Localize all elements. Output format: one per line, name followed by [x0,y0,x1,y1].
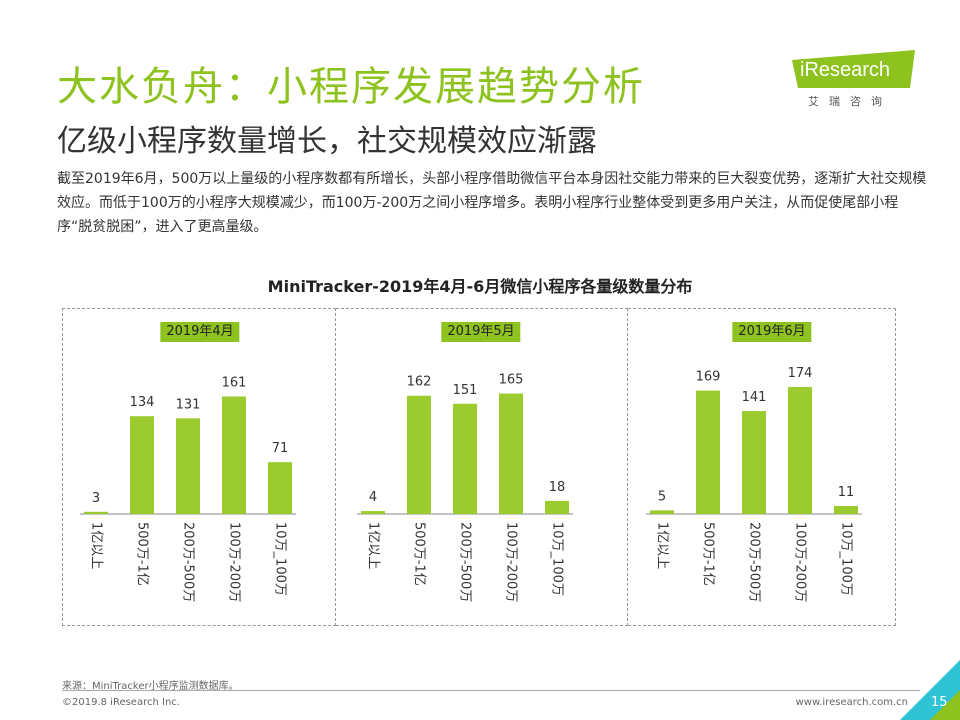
data-label: 11 [838,485,855,500]
page-title: 大水负舟：小程序发展趋势分析 [57,64,645,110]
bar [696,390,720,514]
category-label: 1亿以上 [366,522,381,569]
logo-shape [792,50,915,88]
category-label: 100万-200万 [504,522,519,602]
category-label: 500万-1亿 [701,522,716,586]
category-label: 200万-500万 [458,522,473,602]
chart-title: MiniTracker-2019年4月-6月微信小程序各量级数量分布 [267,277,693,296]
bar [361,511,385,514]
data-label: 3 [92,491,100,506]
bar [84,511,108,514]
category-label: 200万-500万 [181,522,196,602]
copyright: ©2019.8 iResearch Inc. [62,697,180,708]
footer-divider [62,690,920,691]
logo-text: iResearch [800,59,891,81]
category-label: 100万-200万 [227,522,242,602]
bar [834,505,858,514]
website-link[interactable]: www.iresearch.com.cn [795,697,908,708]
bar [130,416,154,514]
data-label: 71 [272,441,289,456]
data-label: 151 [453,383,478,398]
category-label: 100万-200万 [793,522,808,602]
category-label: 500万-1亿 [412,522,427,586]
description-text: 截至2019年6月，500万以上量级的小程序数都有所增长，头部小程序借助微信平台… [57,171,927,235]
bar [545,500,569,514]
page-number: 15 [931,695,948,710]
data-label: 162 [407,375,432,390]
category-label: 10万_100万 [550,522,565,596]
category-label: 500万-1亿 [135,522,150,586]
category-label: 1亿以上 [655,522,670,569]
data-label: 165 [499,373,524,388]
month-badge: 2019年6月 [732,322,812,342]
category-label: 10万_100万 [273,522,288,596]
data-label: 169 [696,370,721,385]
bar [407,395,431,514]
data-label: 161 [222,375,247,390]
data-label: 5 [658,489,666,504]
bar [453,403,477,514]
logo-subtext: 艾瑞咨询 [808,95,892,108]
data-label: 174 [788,366,813,381]
panel-june: 2019年6月 [628,308,896,626]
data-label: 141 [742,390,767,405]
month-badge: 2019年4月 [160,322,240,342]
iresearch-logo [792,50,915,88]
panel-april: 2019年4月 [62,308,336,626]
panel-may: 2019年5月 [336,308,628,626]
source-note: 来源：MiniTracker小程序监测数据库。 [62,681,239,692]
category-label: 1亿以上 [89,522,104,569]
bar [222,396,246,514]
data-label: 131 [176,397,201,412]
data-label: 4 [369,490,377,505]
page-subtitle: 亿级小程序数量增长，社交规模效应渐露 [57,124,597,159]
category-label: 10万_100万 [839,522,854,596]
category-label: 200万-500万 [747,522,762,602]
data-label: 134 [130,395,155,410]
bar [268,462,292,514]
bar [176,418,200,514]
bar [788,386,812,514]
data-label: 18 [549,480,566,495]
bar [499,393,523,514]
month-badge: 2019年5月 [441,322,521,342]
bar [650,510,674,514]
bar [742,411,766,514]
